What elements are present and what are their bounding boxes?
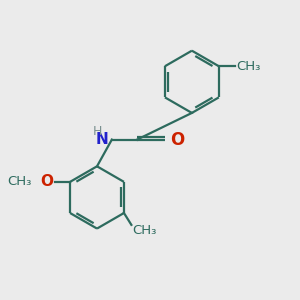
Text: H: H (93, 125, 102, 138)
Text: N: N (95, 131, 108, 146)
Text: CH₃: CH₃ (237, 60, 261, 73)
Text: CH₃: CH₃ (132, 224, 157, 237)
Text: O: O (169, 130, 184, 148)
Text: CH₃: CH₃ (7, 175, 31, 188)
Text: O: O (41, 174, 54, 189)
